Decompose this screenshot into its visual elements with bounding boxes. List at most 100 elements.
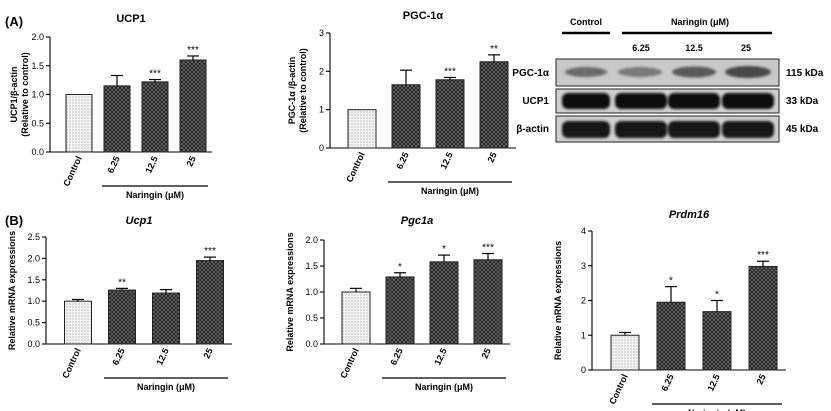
y-tick-label: 0.5 [27,318,40,328]
western-blot: Control Naringin (μM) 6.25 12.5 25 [512,17,824,143]
bar-Control [341,291,371,345]
y-tick-label: 0 [581,365,586,375]
x-tick-label: 12.5 [705,373,721,393]
bar-6.25 [103,85,131,153]
bar-12.5 [429,261,459,345]
y-tick-label: 1.5 [27,275,40,285]
panel-label-b: (B) [5,213,23,228]
y-tick-label: 4 [581,226,586,236]
significance-label: *** [204,246,216,257]
y-axis-label-line: Relative mRNA expressions [7,231,17,350]
blot-size-pgc1a: 115 kDa [786,68,824,79]
bar-25 [196,260,224,345]
x-tick-label: Control [344,151,367,184]
significance-label: *** [444,66,456,77]
y-axis-label-line: (Relative to control) [20,52,30,137]
y-tick-label: 0.0 [31,147,44,157]
x-tick-label: 6.25 [105,155,121,175]
y-tick-label: 2 [581,296,586,306]
x-axis-label: Naringin (μM) [421,186,479,196]
x-tick-label: 12.5 [154,347,170,367]
x-tick-label: 6.25 [388,347,404,367]
x-axis-label: Naringin (μM) [137,382,195,392]
y-tick-label: 1.0 [305,287,318,297]
y-tick-label: 2 [319,66,324,76]
chart-title: Prdm16 [669,209,710,221]
bar-12.5 [435,79,465,149]
y-tick-label: 1 [581,330,586,340]
y-axis-label-line: (Relative to control) [298,48,308,133]
x-tick-label: 25 [202,347,215,360]
chart-title: UCP1 [116,13,145,25]
y-tick-label: 3 [319,28,324,38]
y-axis-label: Relative mRNA expressions [7,231,17,350]
y-axis-label-line: Relative mRNA expressions [285,232,295,351]
significance-label: * [715,290,719,301]
y-tick-label: 1.5 [31,61,44,71]
blot-bands-pgc1a [565,66,771,78]
x-tick-label: 25 [480,347,493,360]
x-tick-label: 6.25 [394,151,410,171]
y-tick-label: 0.0 [305,339,318,349]
x-tick-label: 6.25 [110,347,126,367]
bar-25 [179,59,207,153]
blot-control-label: Control [570,17,602,27]
x-tick-label: 25 [486,151,499,164]
significance-label: *** [187,45,199,56]
y-axis-label: Relative mRNA expressions [285,232,295,351]
x-tick-label: 25 [185,155,198,168]
x-tick-label: 25 [755,373,768,386]
significance-label: * [442,244,446,255]
y-tick-label: 1.0 [27,296,40,306]
significance-label: * [398,262,402,273]
y-tick-label: 2.5 [27,232,40,242]
y-tick-label: 0.5 [305,313,318,323]
blot-protein-pgc1a: PGC-1α [512,68,550,79]
y-tick-label: 2.0 [31,32,44,42]
chart-title: PGC-1α [403,10,444,22]
y-tick-label: 0 [319,143,324,153]
bar-6.25 [108,289,136,345]
panel-label-a: (A) [5,14,23,29]
blot-size-ucp1: 33 kDa [786,96,819,107]
bar-Control [347,109,377,149]
blot-protein-ucp1: UCP1 [522,96,549,107]
blot-dose-3: 25 [741,43,751,53]
x-axis-label: Naringin (μM) [415,382,473,392]
chart-ucp1-mrna: Ucp1 0.0 0.5 1.0 1.5 2.0 2.5 Relative mRNA expr… [7,215,232,392]
bar-6.25 [391,84,421,149]
chart-prdm16-mrna: Prdm16 0 1 2 3 4 Relative mRNA expressions Cont… [553,209,786,411]
y-axis-label-line: PGC-1α /β-actin [287,57,297,125]
y-axis-label: Relative mRNA expressions [553,241,563,360]
y-tick-label: 1.0 [31,90,44,100]
blot-dose-2: 12.5 [685,43,703,53]
y-tick-label: 0.0 [27,339,40,349]
x-tick-label: 12.5 [438,151,454,171]
blot-bands-ucp1 [562,93,774,109]
chart-title: Ucp1 [126,215,153,227]
y-tick-label: 2.0 [27,253,40,263]
y-axis-label: PGC-1α /β-actin(Relative to control) [287,48,308,133]
y-tick-label: 2.0 [305,235,318,245]
bar-Control [64,300,92,345]
x-axis-label: Naringin (μM) [126,190,184,200]
y-tick-label: 0.5 [31,118,44,128]
significance-label: ** [490,44,498,55]
bar-25 [748,265,778,371]
blot-bands-actin [562,121,774,138]
significance-label: *** [757,250,769,261]
chart-ucp1-protein: UCP10.00.51.01.52.0UCP1/β-actin(Relative… [9,13,212,200]
significance-label: *** [149,69,161,80]
bar-12.5 [702,311,732,371]
chart-pgc1a-mrna: Pgc1a 0.0 0.5 1.0 1.5 2.0 Relative mRNA expres… [285,215,510,392]
y-tick-label: 1 [319,105,324,115]
bar-25 [479,61,509,149]
x-tick-label: Control [60,347,83,380]
blot-protein-actin: β-actin [516,124,549,135]
bar-12.5 [141,81,169,153]
x-tick-label: Control [607,373,630,406]
significance-label: * [669,276,673,287]
blot-size-actin: 45 kDa [786,124,819,135]
x-axis-label: Naringin (μM) [688,408,746,411]
significance-label: *** [482,243,494,254]
